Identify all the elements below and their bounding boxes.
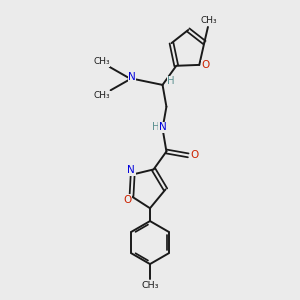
Text: N: N bbox=[128, 72, 136, 82]
Text: O: O bbox=[190, 150, 198, 160]
Text: H: H bbox=[152, 122, 160, 132]
Text: CH₃: CH₃ bbox=[93, 57, 110, 66]
Text: O: O bbox=[201, 61, 209, 70]
Text: CH₃: CH₃ bbox=[141, 281, 159, 290]
Text: CH₃: CH₃ bbox=[94, 91, 110, 100]
Text: O: O bbox=[123, 195, 131, 205]
Text: N: N bbox=[127, 165, 135, 175]
Text: N: N bbox=[159, 122, 167, 132]
Text: CH₃: CH₃ bbox=[200, 16, 217, 25]
Text: H: H bbox=[167, 76, 175, 86]
